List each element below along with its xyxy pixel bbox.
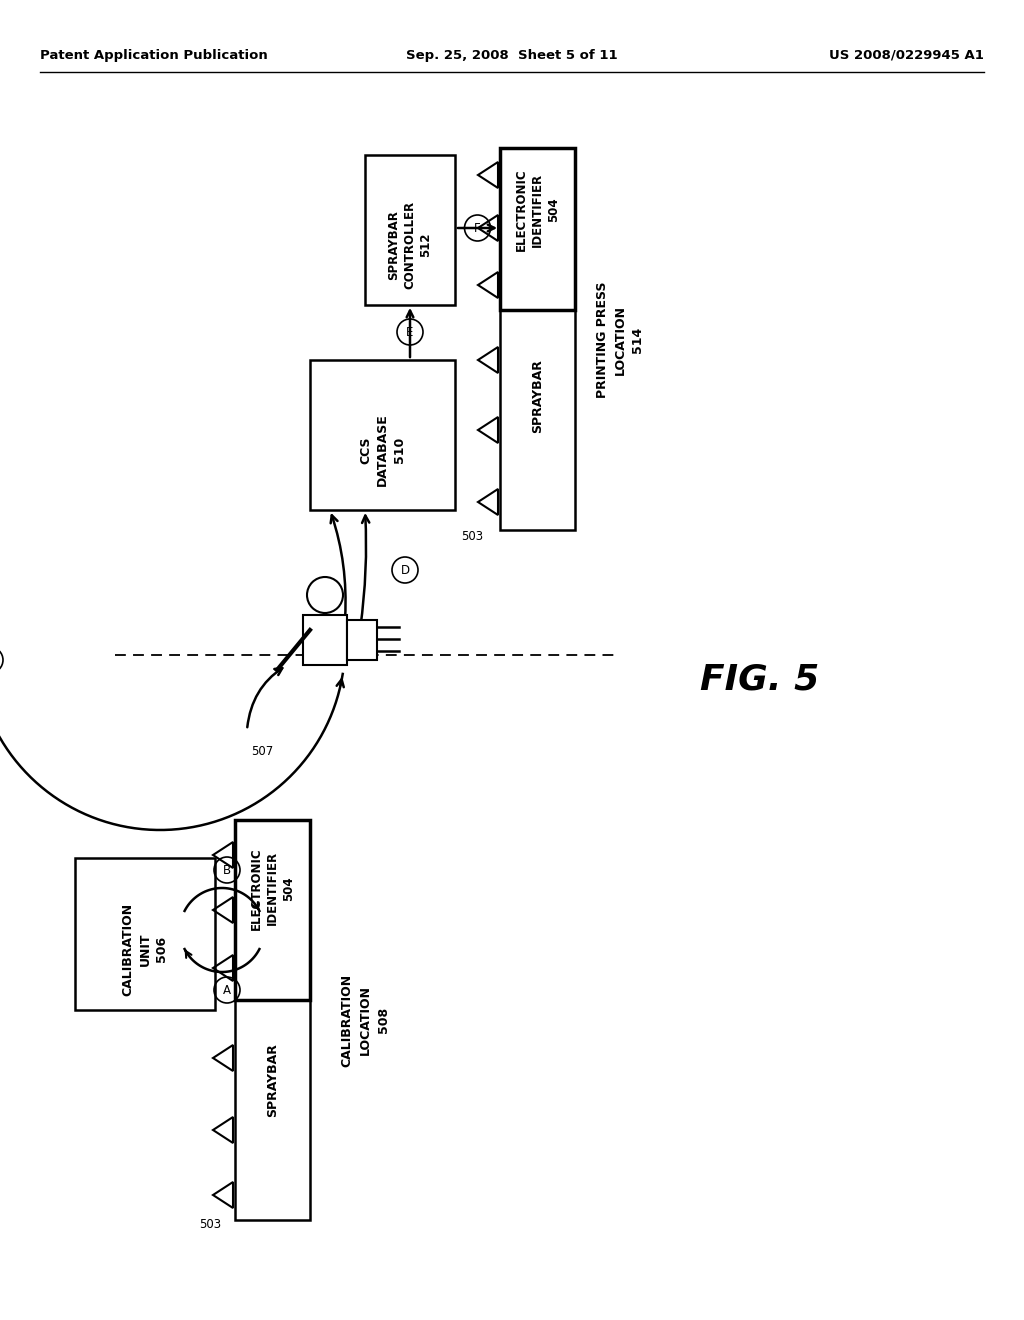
Text: Sep. 25, 2008  Sheet 5 of 11: Sep. 25, 2008 Sheet 5 of 11	[407, 49, 617, 62]
Text: 502: 502	[266, 948, 279, 972]
Bar	[347, 620, 377, 660]
Text: PRINTING PRESS
LOCATION
514: PRINTING PRESS LOCATION 514	[596, 281, 644, 399]
Text: ELECTRONIC
IDENTIFIER
504: ELECTRONIC IDENTIFIER 504	[515, 168, 560, 251]
Text: US 2008/0229945 A1: US 2008/0229945 A1	[829, 49, 984, 62]
Bar	[500, 148, 575, 310]
Text: D: D	[400, 564, 410, 577]
Text: SPRAYBAR: SPRAYBAR	[531, 359, 544, 433]
Bar	[75, 858, 215, 1010]
Text: A: A	[223, 983, 231, 997]
Bar	[500, 148, 575, 531]
Text: B: B	[223, 863, 231, 876]
Bar	[303, 615, 347, 665]
Bar	[234, 820, 310, 1220]
Bar	[365, 154, 455, 305]
Text: 507: 507	[251, 744, 273, 758]
Text: FIG. 5: FIG. 5	[700, 663, 819, 697]
Text: Patent Application Publication: Patent Application Publication	[40, 49, 267, 62]
Text: E: E	[407, 326, 414, 338]
Text: CCS
DATABASE
510: CCS DATABASE 510	[359, 413, 406, 486]
Text: F: F	[474, 222, 481, 235]
Text: 503: 503	[199, 1218, 221, 1232]
Text: 503: 503	[461, 531, 483, 543]
Text: SPRAYBAR
CONTROLLER
512: SPRAYBAR CONTROLLER 512	[387, 201, 432, 289]
Text: SPRAYBAR: SPRAYBAR	[266, 1043, 279, 1117]
Bar	[310, 360, 455, 510]
Bar	[234, 820, 310, 1001]
Text: CALIBRATION
LOCATION
508: CALIBRATION LOCATION 508	[341, 973, 389, 1067]
Text: CALIBRATION
UNIT
506: CALIBRATION UNIT 506	[122, 903, 169, 995]
Text: ELECTRONIC
IDENTIFIER
504: ELECTRONIC IDENTIFIER 504	[250, 847, 295, 929]
Text: 502: 502	[531, 269, 544, 293]
